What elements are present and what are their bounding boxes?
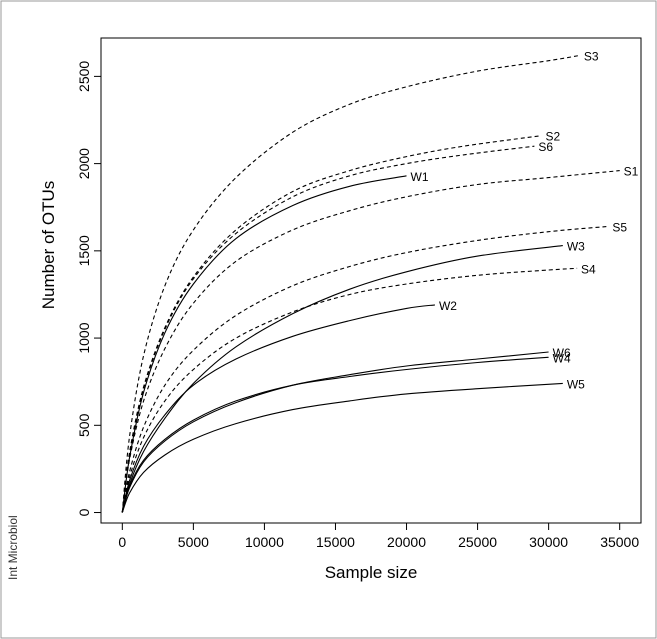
series-line-w5 (121, 382, 563, 513)
series-line-s6 (121, 145, 535, 513)
series-line-s3 (121, 54, 580, 513)
y-tick-label-2000: 2000 (76, 148, 92, 179)
y-axis-title: Number of OTUs (39, 181, 58, 309)
y-tick-label-1500: 1500 (76, 235, 92, 266)
x-tick-label-30000: 30000 (529, 534, 568, 550)
series-label-s5: S5 (612, 220, 627, 234)
series-line-w1 (121, 175, 407, 513)
plot-area-box (100, 37, 642, 524)
y-tick-label-1000: 1000 (76, 322, 92, 353)
x-tick-label-10000: 10000 (245, 534, 284, 550)
series-line-s2 (121, 135, 542, 513)
series-line-w6 (121, 351, 549, 513)
series-label-w2: W2 (439, 299, 457, 313)
series-label-w6: W6 (553, 346, 571, 360)
series-label-s4: S4 (581, 262, 596, 276)
series-line-w4 (121, 356, 549, 513)
series-line-s1 (121, 170, 620, 513)
x-tick-label-15000: 15000 (316, 534, 355, 550)
series-label-s3: S3 (584, 49, 599, 63)
series-line-s5 (121, 225, 609, 513)
series-label-w3: W3 (567, 240, 585, 254)
x-tick-label-20000: 20000 (387, 534, 426, 550)
series-line-w3 (121, 245, 563, 513)
series-line-s4 (121, 267, 578, 513)
x-tick-label-5000: 5000 (178, 534, 209, 550)
y-tick-label-0: 0 (76, 508, 92, 516)
journal-side-label: Int Microbiol (6, 515, 20, 580)
series-line-w2 (121, 304, 435, 513)
series-label-w4: W4 (553, 351, 571, 365)
series-label-w1: W1 (411, 170, 429, 184)
x-tick-label-0: 0 (118, 534, 126, 550)
series-label-s6: S6 (538, 140, 553, 154)
x-tick-label-25000: 25000 (458, 534, 497, 550)
x-axis-title: Sample size (325, 563, 418, 582)
y-tick-label-500: 500 (76, 413, 92, 437)
y-tick-label-2500: 2500 (76, 61, 92, 92)
series-label-w5: W5 (567, 377, 585, 391)
series-label-s2: S2 (546, 130, 561, 144)
x-tick-label-35000: 35000 (600, 534, 639, 550)
series-label-s1: S1 (624, 165, 639, 179)
